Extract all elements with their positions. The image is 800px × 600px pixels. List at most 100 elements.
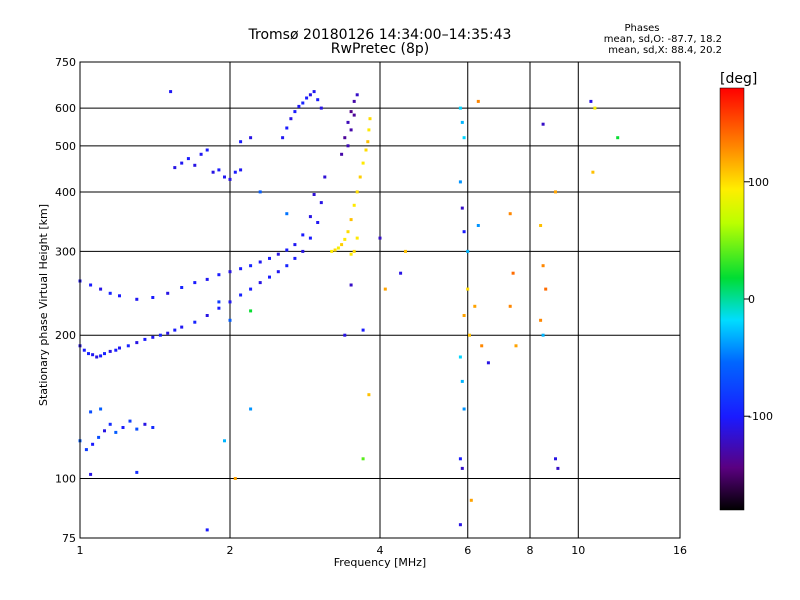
echo-point (352, 203, 356, 207)
echo-point (82, 348, 86, 352)
x-tick-label: 8 (527, 544, 534, 557)
echo-point (589, 99, 593, 103)
echo-point (367, 128, 371, 132)
echo-point (95, 355, 99, 359)
colorbar-tick-label: 100 (748, 176, 769, 189)
echo-point (319, 106, 323, 110)
echo-point (166, 331, 170, 335)
echo-point (460, 466, 464, 470)
echo-point (166, 291, 170, 295)
echo-point (330, 249, 334, 253)
echo-point (121, 426, 125, 429)
echo-point (249, 309, 253, 313)
x-tick-label: 16 (673, 544, 687, 557)
echo-point (108, 349, 112, 353)
echo-point (301, 233, 305, 237)
echo-point (544, 287, 548, 291)
echo-point (355, 236, 359, 240)
echo-point (458, 180, 462, 184)
echo-point (228, 318, 232, 322)
echo-point (316, 221, 320, 224)
echo-point (228, 177, 232, 181)
echo-point (458, 523, 462, 527)
echo-point (346, 120, 350, 124)
y-tick-label: 200 (55, 329, 76, 342)
stats-line-o: mean, sd,O: -87.7, 18.2 (604, 34, 722, 45)
echo-point (333, 248, 337, 252)
echo-point (343, 237, 347, 241)
colorbar-ticks: 100 0 -100 (744, 176, 773, 423)
echo-point (460, 206, 464, 210)
echo-point (258, 281, 262, 285)
echo-point (285, 212, 289, 216)
echo-point (293, 243, 297, 247)
echo-point (151, 426, 155, 429)
echo-point (352, 99, 356, 103)
echo-point (217, 168, 221, 172)
y-tick-label: 100 (55, 473, 76, 486)
echo-point (293, 256, 297, 260)
echo-point (205, 314, 209, 317)
echo-point (233, 170, 237, 174)
colorbar (720, 88, 744, 510)
echo-point (462, 230, 466, 234)
chart-title: Tromsø 20180126 14:34:00–14:35:43 (248, 27, 512, 43)
y-tick-label: 500 (55, 140, 76, 153)
y-axis-ticks: 75 100 200 300 400 500 600 750 (55, 56, 76, 545)
echo-point (99, 287, 103, 291)
echo-point (249, 136, 253, 140)
echo-point (239, 140, 243, 144)
echo-point (458, 457, 462, 461)
echo-point (316, 98, 320, 102)
echo-point (143, 422, 147, 426)
echo-point (593, 106, 597, 110)
echo-point (480, 344, 484, 348)
echo-point (97, 435, 101, 439)
echo-point (355, 190, 359, 194)
echo-point (308, 236, 312, 240)
grid-lines (80, 62, 680, 538)
y-tick-label: 750 (55, 56, 76, 69)
echo-point (404, 249, 407, 253)
echo-point (249, 287, 253, 291)
echo-point (469, 498, 473, 502)
echo-point (323, 175, 327, 179)
echo-point (349, 218, 353, 222)
echo-point (462, 136, 466, 140)
echo-point (539, 224, 543, 227)
colorbar-tick-label: -100 (748, 410, 773, 423)
echo-point (158, 333, 162, 337)
echo-point (193, 320, 197, 324)
echo-point (193, 281, 197, 285)
echo-point (268, 275, 271, 279)
echo-point (180, 161, 184, 165)
chart-subtitle: RwPretec (8p) (331, 41, 429, 57)
plot-frame (79, 61, 681, 539)
echo-point (103, 429, 106, 433)
echo-point (239, 267, 243, 271)
echo-point (114, 348, 118, 352)
echo-point (114, 430, 118, 434)
echo-point (99, 354, 103, 358)
echo-point (268, 256, 271, 260)
echo-point (223, 439, 226, 443)
echo-point (128, 419, 132, 423)
echo-point (476, 99, 480, 103)
echo-point (511, 271, 515, 275)
echo-point (349, 128, 353, 132)
echo-point (285, 126, 289, 130)
echo-point (364, 148, 368, 152)
echo-point (249, 264, 253, 268)
echo-point (199, 152, 203, 156)
echo-point (554, 190, 557, 194)
echo-point (87, 352, 90, 356)
echo-point (539, 318, 543, 322)
echo-point (217, 306, 221, 310)
echo-point (84, 448, 88, 452)
echo-point (228, 270, 232, 274)
echo-point (358, 175, 362, 179)
echo-point (301, 101, 305, 105)
echo-point (346, 144, 350, 148)
echo-point (239, 293, 243, 297)
